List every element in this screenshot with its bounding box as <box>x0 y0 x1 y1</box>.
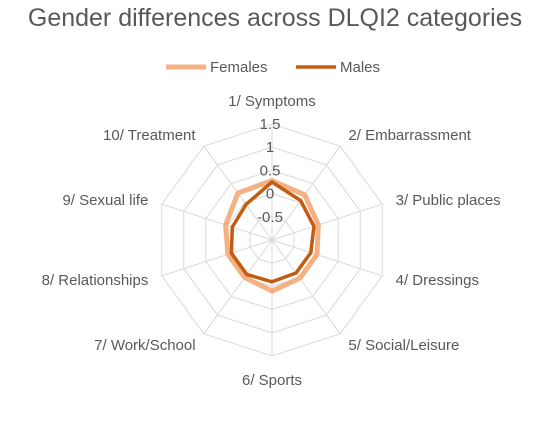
radar-grid <box>161 123 383 357</box>
category-label-3: 3/ Public places <box>396 192 501 209</box>
spoke-7 <box>203 239 273 335</box>
category-label-1: 1/ Symptoms <box>228 93 316 110</box>
category-label-10: 10/ Treatment <box>103 127 196 144</box>
category-label-7: 7/ Work/School <box>94 337 195 354</box>
category-label-8: 8/ Relationships <box>42 272 149 289</box>
category-labels: 1/ Symptoms 2/ Embarrassment 3/ Public pla… <box>42 93 501 389</box>
category-label-6: 6/ Sports <box>242 372 302 389</box>
tick-label-0: 1.5 <box>260 116 281 133</box>
series-males-line <box>229 180 316 284</box>
category-label-2: 2/ Embarrassment <box>348 127 471 144</box>
legend: Females Males <box>166 59 380 76</box>
spoke-4 <box>271 239 383 277</box>
legend-label-males: Males <box>340 59 380 76</box>
tick-label-4: -0.5 <box>257 209 283 226</box>
series-females-line <box>223 178 321 294</box>
series-layer <box>223 178 321 294</box>
spoke-5 <box>271 239 341 335</box>
spoke-9 <box>161 203 273 241</box>
legend-label-females: Females <box>210 59 268 76</box>
spoke-8 <box>161 239 273 277</box>
tick-label-2: 0.5 <box>260 162 281 179</box>
tick-label-3: 0 <box>266 186 274 203</box>
chart-title: Gender differences across DLQI2 categori… <box>28 4 522 32</box>
tick-label-1: 1 <box>266 139 274 156</box>
spoke-3 <box>271 203 383 241</box>
category-label-5: 5/ Social/Leisure <box>348 337 459 354</box>
category-label-4: 4/ Dressings <box>396 272 479 289</box>
category-label-9: 9/ Sexual life <box>62 192 148 209</box>
radial-axis-ticks: 1.5 1 0.5 0 -0.5 <box>257 116 283 226</box>
